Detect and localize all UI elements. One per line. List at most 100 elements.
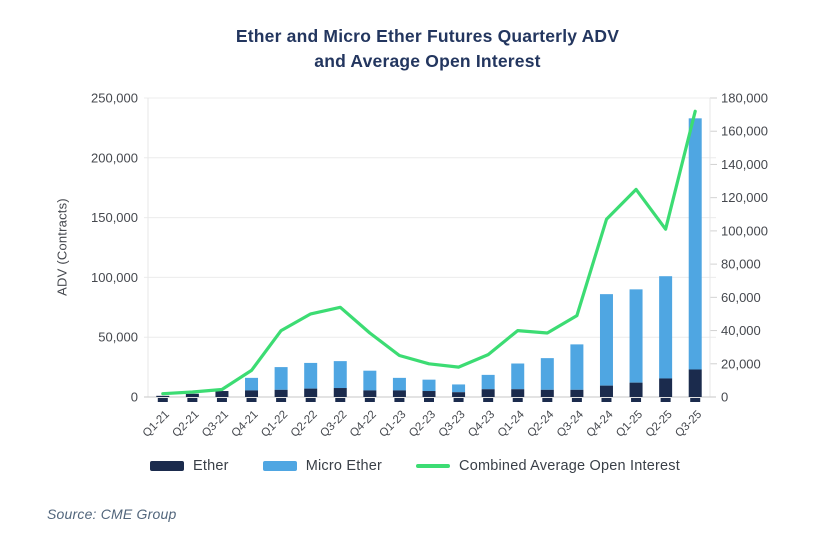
x-axis-tick-label: Q1-25 xyxy=(614,409,645,440)
x-axis-tick-label: Q3-24 xyxy=(555,408,587,440)
open-interest-line-swatch-icon xyxy=(416,464,451,468)
micro-ether-swatch-icon xyxy=(262,461,297,471)
legend-label-open-interest: Combined Average Open Interest xyxy=(459,458,680,474)
x-tick-Q3-22 xyxy=(335,398,346,402)
ether-bar-Q2-24 xyxy=(540,389,554,397)
x-axis-tick-label: Q3-25 xyxy=(673,409,704,440)
left-axis-tick-label: 250,000 xyxy=(91,91,138,106)
right-axis-tick-label: 100,000 xyxy=(721,223,768,238)
x-axis-tick-label: Q2-21 xyxy=(170,409,201,440)
x-axis-tick-label: Q1-22 xyxy=(259,409,290,440)
micro-ether-bar-Q4-22 xyxy=(363,370,377,391)
micro-ether-bar-Q2-23 xyxy=(422,379,436,392)
micro-ether-bar-Q2-22 xyxy=(304,362,318,389)
legend-label-ether: Ether xyxy=(193,458,229,474)
right-axis-tick-label: 120,000 xyxy=(721,190,768,205)
ether-bar-Q3-23 xyxy=(452,392,466,397)
micro-ether-bar-Q1-22 xyxy=(274,367,288,390)
ether-bar-Q4-22 xyxy=(363,390,377,397)
x-tick-Q2-23 xyxy=(424,398,434,402)
ether-bar-Q1-25 xyxy=(629,382,643,397)
x-axis-tick-label: Q3-22 xyxy=(318,409,349,440)
legend-label-micro-ether: Micro Ether xyxy=(305,458,383,474)
right-axis-tick-label: 140,000 xyxy=(721,157,768,172)
gridlines xyxy=(144,97,717,398)
x-axis-tick-label: Q4-24 xyxy=(585,408,617,440)
micro-ether-bar-Q1-23 xyxy=(392,377,406,391)
x-tick-Q2-24 xyxy=(542,398,553,402)
open-interest-line xyxy=(161,109,697,396)
x-tick-Q1-23 xyxy=(394,398,405,402)
micro-ether-bar-Q3-23 xyxy=(452,384,466,393)
ether-bar-Q4-21 xyxy=(245,390,259,397)
chart-title: Ether and Micro Ether Futures Quarterly … xyxy=(25,24,830,75)
left-axis-tick-label: 150,000 xyxy=(91,210,138,225)
ether-bar-Q2-22 xyxy=(304,388,318,397)
x-axis-tick-label: Q3-23 xyxy=(437,409,468,440)
micro-ether-bar-Q3-25 xyxy=(688,118,702,370)
x-tick-Q1-21 xyxy=(157,398,168,402)
ether-bar-Q4-24 xyxy=(599,385,613,397)
x-tick-Q2-22 xyxy=(305,398,316,402)
ether-bar-Q3-24 xyxy=(570,389,584,397)
ether-swatch-icon xyxy=(150,461,185,471)
ether-bar-Q2-21 xyxy=(185,393,199,397)
x-tick-Q1-22 xyxy=(276,398,287,402)
micro-ether-bar-Q3-24 xyxy=(570,344,584,390)
x-axis-tick-label: Q2-23 xyxy=(407,409,438,440)
left-axis-tick-label: 0 xyxy=(131,390,138,405)
x-tick-Q2-25 xyxy=(660,398,671,402)
right-axis-tick-label: 20,000 xyxy=(721,356,761,371)
x-axis-tick-label: Q2-22 xyxy=(289,409,320,440)
micro-ether-bar-Q1-24 xyxy=(511,363,525,390)
x-tick-Q3-24 xyxy=(571,398,582,402)
ether-bar-Q1-24 xyxy=(511,389,525,397)
x-tick-Q3-21 xyxy=(216,398,227,402)
left-axis-tick-label: 200,000 xyxy=(91,150,138,165)
right-axis-tick-label: 180,000 xyxy=(721,91,768,106)
ether-bar-Q4-23 xyxy=(481,389,495,397)
ether-bar-Q1-21 xyxy=(156,395,170,397)
chart-title-line1: Ether and Micro Ether Futures Quarterly … xyxy=(235,26,620,46)
x-tick-Q3-25 xyxy=(690,398,701,402)
micro-ether-bar-Q2-25 xyxy=(659,276,673,379)
micro-ether-bar-Q1-25 xyxy=(629,289,643,383)
x-axis-tick-label: Q4-21 xyxy=(230,409,261,440)
chart-title-line2: and Average Open Interest xyxy=(314,51,541,72)
left-axis-labels: 0 50,000 100,000 150,000 200,000 250,000 xyxy=(91,91,138,405)
legend-item-open-interest: Combined Average Open Interest xyxy=(416,458,680,474)
ether-bar-Q3-22 xyxy=(333,388,347,397)
legend-item-ether: Ether xyxy=(150,458,229,474)
bars-group xyxy=(156,118,702,402)
legend-item-micro-ether: Micro Ether xyxy=(262,458,383,474)
micro-ether-bar-Q4-23 xyxy=(481,374,495,390)
micro-ether-bar-Q2-24 xyxy=(540,358,554,390)
x-axis-tick-label: Q4-22 xyxy=(348,409,379,440)
x-tick-Q4-23 xyxy=(483,398,494,402)
x-tick-Q4-22 xyxy=(364,398,375,402)
right-axis-tick-label: 0 xyxy=(721,390,728,405)
right-axis-tick-label: 60,000 xyxy=(721,290,761,305)
x-axis-tick-label: Q2-25 xyxy=(644,409,675,440)
x-tick-Q2-21 xyxy=(187,398,198,402)
right-axis-tick-label: 40,000 xyxy=(721,323,761,338)
x-tick-Q4-21 xyxy=(246,398,257,402)
x-axis-tick-label: Q2-24 xyxy=(525,408,557,440)
micro-ether-bar-Q4-24 xyxy=(599,294,613,386)
ether-bar-Q1-23 xyxy=(392,390,406,397)
plot-area: 0 50,000 100,000 150,000 200,000 250,000 0 20,0… xyxy=(91,91,768,440)
ether-bar-Q2-23 xyxy=(422,391,436,397)
right-axis-labels: 0 20,000 40,000 60,000 80,000 100,000 120,000 1… xyxy=(721,91,768,405)
ether-bar-Q3-25 xyxy=(688,369,702,397)
left-axis-tick-label: 100,000 xyxy=(91,270,138,285)
micro-ether-bar-Q3-22 xyxy=(333,361,347,389)
x-axis-tick-label: Q3-21 xyxy=(200,409,231,440)
x-tick-Q4-24 xyxy=(601,398,612,402)
x-tick-Q1-25 xyxy=(631,398,642,402)
right-axis-tick-label: 80,000 xyxy=(721,257,761,272)
x-axis-tick-label: Q1-21 xyxy=(141,409,172,440)
ether-bar-Q3-21 xyxy=(215,391,229,397)
micro-ether-bar-Q4-21 xyxy=(245,377,259,391)
x-axis-tick-label: Q1-23 xyxy=(377,409,408,440)
